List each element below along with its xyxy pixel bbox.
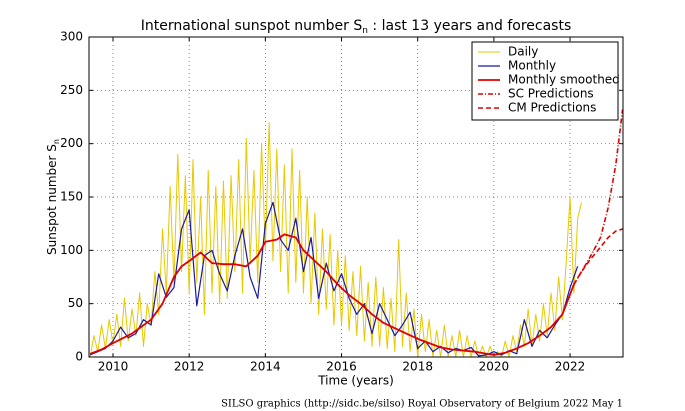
plot-frame: [88, 36, 624, 358]
series-line: [573, 109, 623, 285]
y-tick-label: 200: [60, 136, 83, 150]
x-axis-label: Time (years): [317, 374, 394, 388]
x-tick-label: 2016: [326, 360, 357, 374]
x-tick-label: 2014: [250, 360, 281, 374]
series-line: [89, 233, 575, 356]
x-tick-label: 2022: [555, 360, 586, 374]
y-tick-label: 150: [60, 190, 83, 204]
x-tick-label: 2018: [402, 360, 433, 374]
series-line: [573, 228, 623, 285]
x-tick-label: 2012: [174, 360, 205, 374]
legend-label: Monthly smoothed: [508, 73, 620, 87]
y-tick-label: 250: [60, 83, 83, 97]
y-axis-label: Sunspot number Sn: [45, 139, 61, 255]
y-tick-label: 100: [60, 243, 83, 257]
legend-box: [471, 41, 619, 121]
chart-title: International sunspot number Sn : last 1…: [141, 18, 572, 36]
legend-label: CM Predictions: [508, 101, 596, 115]
ylabel-text: Sunspot number S: [45, 144, 59, 255]
title-suffix: : last 13 years and forecasts: [368, 18, 571, 34]
x-tick-label: 2010: [98, 360, 129, 374]
x-tick-label: 2020: [479, 360, 510, 374]
legend-label: SC Predictions: [508, 87, 594, 101]
ylabel-subscript: n: [52, 139, 61, 144]
legend-label: Monthly: [508, 59, 556, 73]
legend-label: Daily: [508, 45, 538, 59]
y-tick-label: 0: [75, 350, 83, 364]
title-subscript: n: [362, 26, 368, 36]
footer: SILSO graphics (http://sidc.be/silso) Ro…: [221, 399, 623, 410]
series-line: [89, 121, 582, 357]
y-tick-label: 50: [68, 296, 83, 310]
y-tick-label: 300: [60, 30, 83, 44]
title-text: International sunspot number S: [141, 18, 363, 34]
series-line: [89, 201, 579, 357]
